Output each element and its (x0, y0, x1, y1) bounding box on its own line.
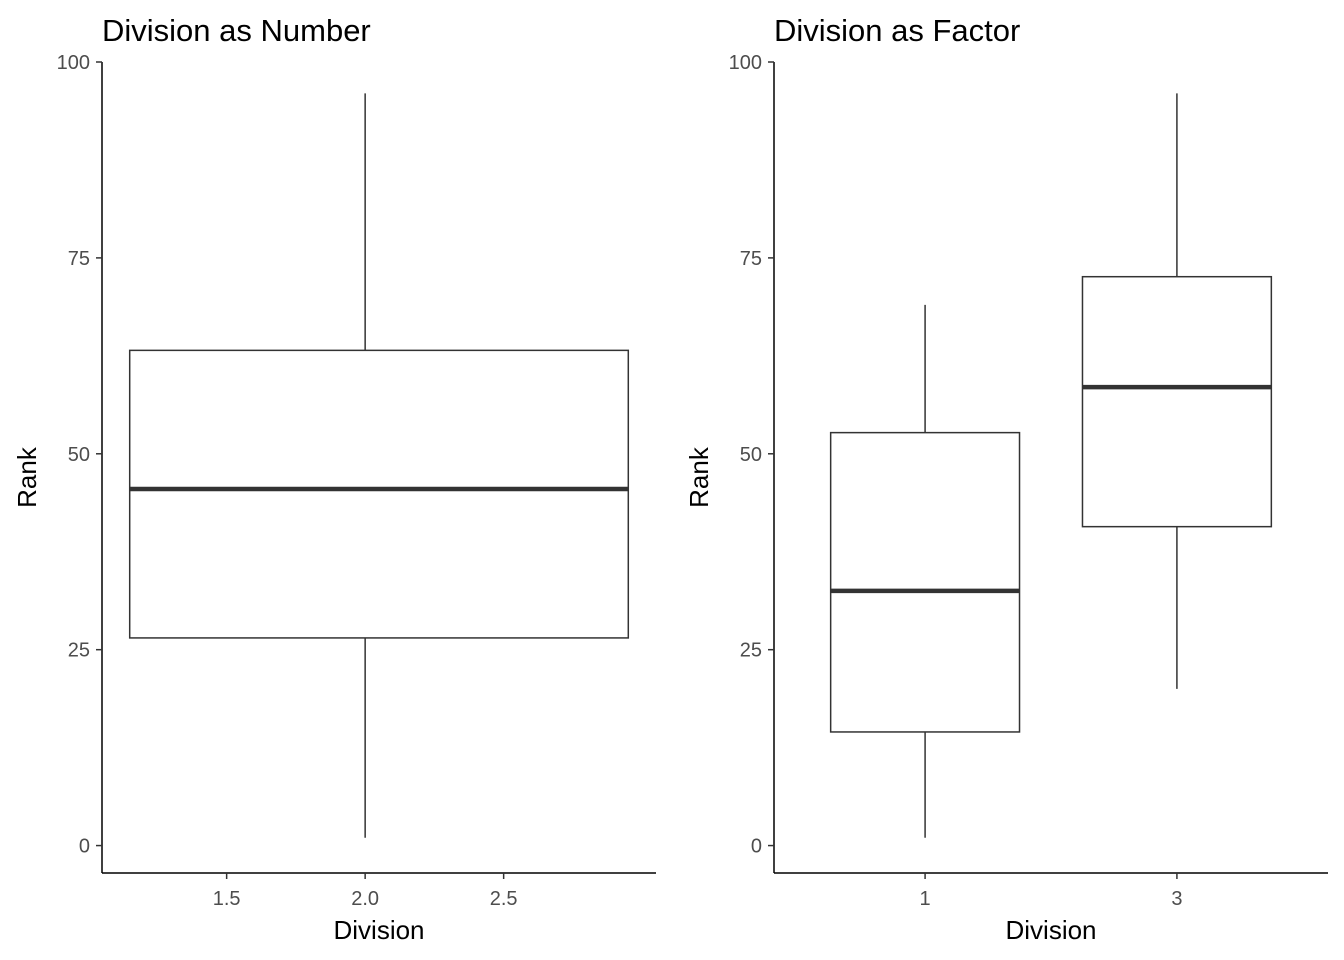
box-iqr (1081, 275, 1273, 528)
y-tick-label: 50 (68, 444, 90, 466)
x-tick-label: 2.0 (351, 888, 379, 910)
y-tick-label: 25 (68, 640, 90, 662)
y-tick-label: 50 (740, 444, 762, 466)
boxplot-1 (128, 93, 630, 838)
y-tick-label: 75 (740, 248, 762, 270)
chart-title: Division as Factor (774, 13, 1020, 48)
box-iqr (829, 431, 1021, 733)
chart-panel-2: Division as Factor 0 25 50 75 100 1 3 Division Ra… (684, 13, 1328, 945)
x-axis-title: Division (1005, 915, 1096, 945)
y-tick-label: 100 (57, 52, 90, 74)
y-tick-label: 25 (740, 640, 762, 662)
x-tick-label: 3 (1171, 888, 1182, 910)
y-tick-label: 75 (68, 248, 90, 270)
y-axis-title: Rank (684, 446, 714, 508)
chart-title: Division as Number (102, 13, 371, 48)
boxplot-2 (1081, 93, 1273, 689)
x-tick-label: 2.5 (490, 888, 518, 910)
x-tick-label: 1.5 (213, 888, 241, 910)
y-tick-label: 0 (79, 836, 90, 858)
y-axis-title: Rank (12, 446, 42, 508)
y-tick-label: 100 (729, 52, 762, 74)
boxplot-1 (829, 304, 1021, 838)
chart-panel-1: Division as Number 0 25 50 75 100 1.5 2.0 2.5 Div… (12, 13, 656, 945)
y-tick-label: 0 (751, 836, 762, 858)
x-axis-title: Division (333, 915, 424, 945)
x-tick-label: 1 (920, 888, 931, 910)
box-iqr (128, 349, 630, 639)
